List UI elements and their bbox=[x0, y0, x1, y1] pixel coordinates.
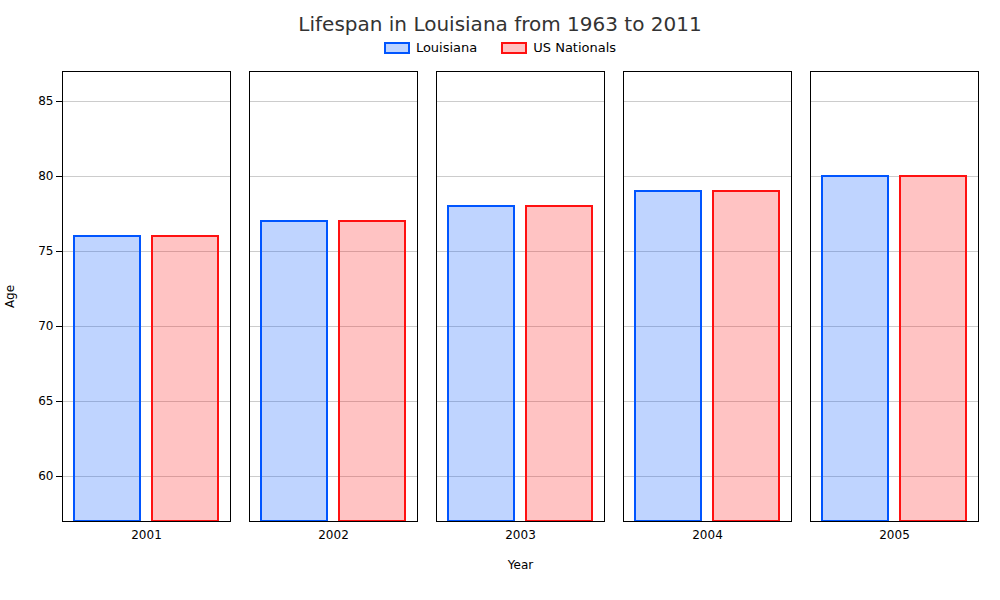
svg-text:2003: 2003 bbox=[505, 528, 536, 542]
svg-text:Age: Age bbox=[3, 285, 17, 308]
html-text:Louisiana: Louisiana bbox=[415, 40, 478, 55]
svg-text:65: 65 bbox=[38, 394, 53, 408]
svg-text:60: 60 bbox=[38, 469, 53, 483]
svg-text:2005: 2005 bbox=[879, 528, 910, 542]
svg-text:80: 80 bbox=[38, 169, 53, 183]
svg-text:75: 75 bbox=[38, 244, 53, 258]
html-text:US Nationals: US Nationals bbox=[533, 40, 617, 55]
svg-text:85: 85 bbox=[38, 94, 53, 108]
svg-text:2002: 2002 bbox=[318, 528, 349, 542]
svg-text:70: 70 bbox=[38, 319, 53, 333]
svg-text:Year: Year bbox=[507, 558, 533, 572]
html-text:Lifespan in Louisiana from 196: Lifespan in Louisiana from 1963 to 2011 bbox=[298, 12, 702, 36]
svg-text:2004: 2004 bbox=[692, 528, 723, 542]
svg-text:2001: 2001 bbox=[131, 528, 162, 542]
